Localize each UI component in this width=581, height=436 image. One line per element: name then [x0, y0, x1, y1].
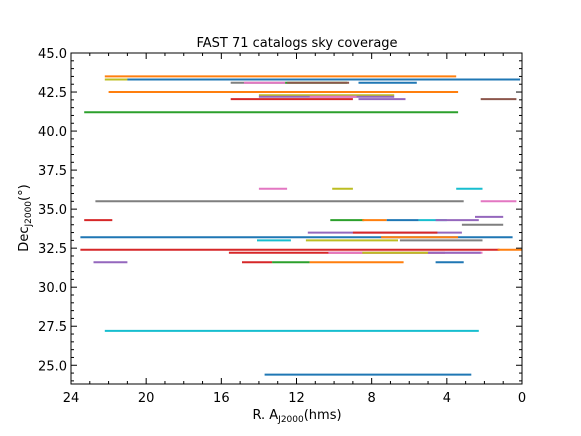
y-tick-label-2: 30.0 [38, 281, 67, 296]
x-axis-label-sub: J2000 [277, 415, 304, 425]
y-tick-label-5: 37.5 [38, 164, 67, 179]
x-tick-label-4: 8 [368, 391, 376, 406]
chart-title: FAST 71 catalogs sky coverage [196, 36, 397, 51]
x-axis-ticks: 24 20 16 12 8 4 0 [63, 53, 526, 406]
y-tick-label-6: 40.0 [38, 125, 67, 140]
x-tick-label-2: 16 [213, 391, 230, 406]
x-tick-label-1: 20 [138, 391, 155, 406]
y-tick-label-8: 45.0 [38, 47, 67, 62]
plot-frame [70, 52, 523, 385]
y-axis-label: DecJ2000(°) [17, 184, 34, 251]
y-tick-label-4: 35.0 [38, 203, 67, 218]
segments-group [80, 75, 522, 376]
x-axis-label-unit: (hms) [304, 408, 342, 423]
y-tick-label-1: 27.5 [38, 320, 67, 335]
x-tick-label-3: 12 [288, 391, 305, 406]
y-axis-ticks: 25.0 27.5 30.0 32.5 35.0 37.5 40.0 42.5 45.0 [38, 47, 522, 382]
x-tick-label-6: 0 [518, 391, 526, 406]
x-tick-label-5: 4 [443, 391, 451, 406]
y-axis-label-sub: J2000 [24, 201, 34, 228]
y-axis-label-unit: (°) [17, 184, 32, 201]
x-axis-label-main: R. A [252, 408, 278, 423]
y-tick-label-7: 42.5 [38, 86, 67, 101]
x-axis-label: R. AJ2000(hms) [252, 408, 341, 425]
y-tick-label-3: 32.5 [38, 242, 67, 257]
y-axis-label-main: Dec [17, 227, 32, 252]
x-tick-label-0: 24 [63, 391, 80, 406]
y-tick-label-0: 25.0 [38, 359, 67, 374]
